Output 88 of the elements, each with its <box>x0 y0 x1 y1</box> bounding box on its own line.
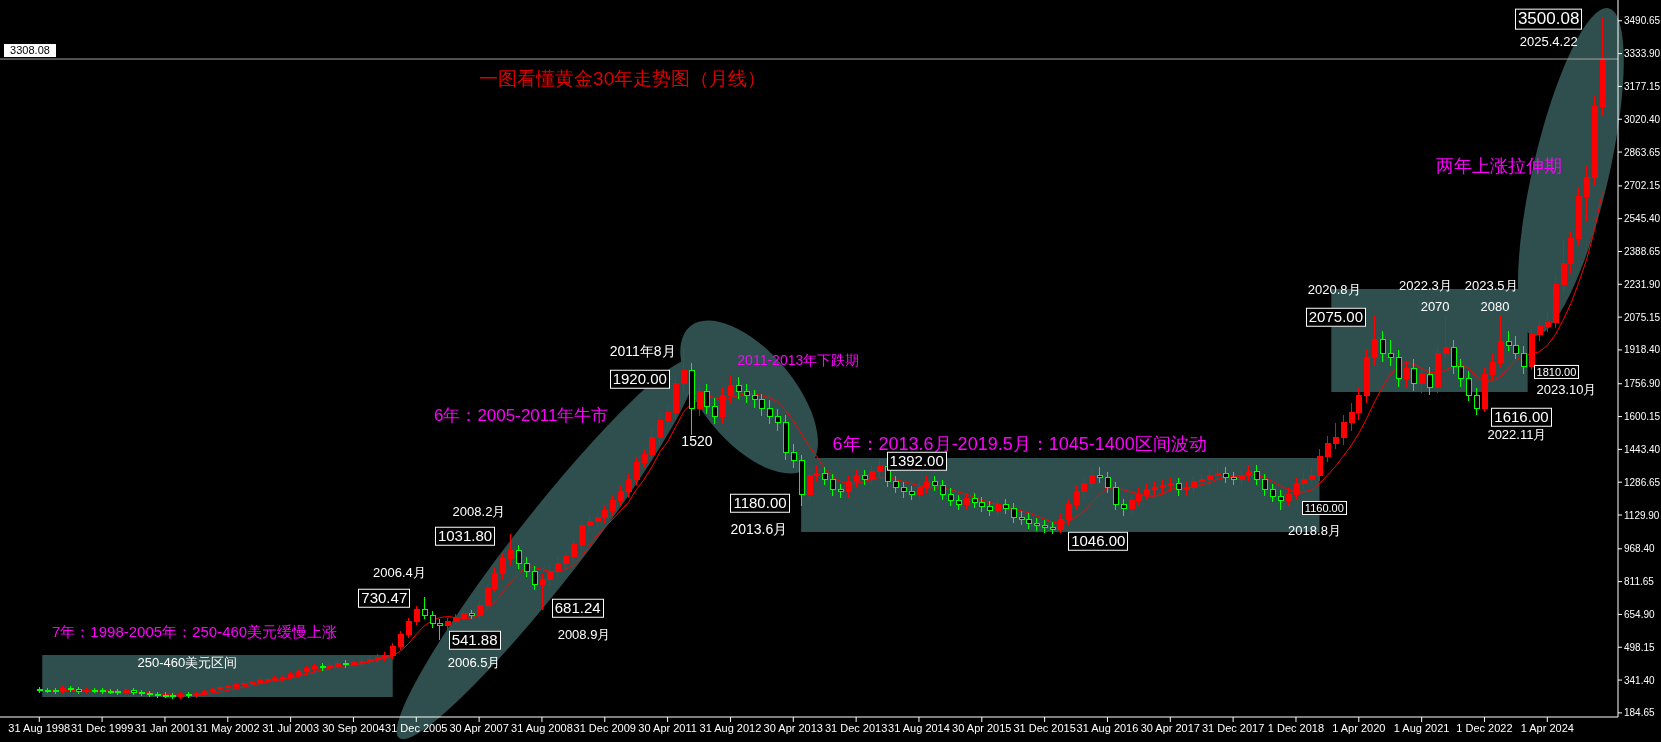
y-tick-label: 1443.40 <box>1624 443 1661 455</box>
x-tick-label: 30 Apr 2017 <box>1140 721 1200 734</box>
y-tick-label: 1918.40 <box>1624 344 1661 356</box>
x-tick-label: 31 Jul 2003 <box>262 721 320 734</box>
y-tick-label: 968.40 <box>1624 543 1656 555</box>
x-tick-label: 31 Aug 2016 <box>1076 721 1139 734</box>
ref-line-label: 3308.08 <box>10 44 50 57</box>
x-tick-label: 31 May 2002 <box>195 721 260 734</box>
x-tick-label: 31 Jan 2001 <box>134 721 196 734</box>
y-tick-label: 2231.90 <box>1624 278 1661 290</box>
candlestick <box>1403 360 1410 388</box>
annotation: 2008.9月 <box>557 626 611 643</box>
y-tick-label: 2863.65 <box>1624 146 1661 158</box>
annotation: 2023.10月 <box>1536 381 1597 398</box>
x-tick-label: 31 Dec 2017 <box>1201 721 1265 734</box>
annotation: 2013.6月 <box>730 521 788 538</box>
annotation: 2018.8月 <box>1288 522 1341 539</box>
annotation: 2011-2013年下跌期 <box>737 352 860 369</box>
annotation: 3500.08 <box>1514 8 1583 30</box>
y-tick-label: 184.65 <box>1624 707 1656 719</box>
x-tick-label: 31 Aug 1998 <box>8 721 71 734</box>
annotation: 681.24 <box>551 598 604 618</box>
annotation: 7年：1998-2005年：250-460美元缓慢上涨 <box>52 622 338 641</box>
x-tick-label: 31 Dec 2013 <box>824 721 888 734</box>
annotation: 2025.4.22 <box>1519 33 1578 50</box>
candlestick <box>1418 366 1425 394</box>
annotation: 1031.80 <box>434 526 496 546</box>
y-tick-label: 1286.65 <box>1624 476 1661 488</box>
x-tick-label: 1 Apr 2020 <box>1332 721 1386 734</box>
annotation: 1160.00 <box>1301 500 1347 516</box>
annotation: 730.47 <box>358 588 411 608</box>
annotation: 1920.00 <box>609 369 670 389</box>
x-tick-label: 1 Aug 2021 <box>1393 721 1450 734</box>
y-tick-label: 1129.90 <box>1624 509 1660 521</box>
annotation: 1046.00 <box>1068 531 1129 551</box>
annotation: 2022.3月 <box>1399 277 1452 294</box>
x-tick-label: 31 Dec 2005 <box>385 721 448 734</box>
y-tick-label: 811.65 <box>1624 576 1655 588</box>
y-tick-label: 1600.15 <box>1624 411 1661 423</box>
x-tick-label: 31 Dec 1999 <box>70 721 134 734</box>
x-tick-label: 1 Dec 2018 <box>1267 721 1325 734</box>
annotation: 1392.00 <box>886 451 947 471</box>
y-tick-label: 2545.40 <box>1624 213 1661 225</box>
x-tick-label: 1 Dec 2022 <box>1456 721 1513 734</box>
x-tick-label: 30 Apr 2013 <box>763 721 823 734</box>
text: 一图看懂黄金30年走势图（月线） <box>479 67 767 91</box>
annotation: 2022.11月 <box>1487 426 1547 443</box>
x-tick-label: 1 Apr 2024 <box>1520 721 1574 734</box>
y-tick-label: 2702.15 <box>1624 180 1661 192</box>
annotation: 6年：2005-2011年牛市 <box>433 405 609 426</box>
y-tick-label: 2388.65 <box>1624 246 1661 258</box>
y-tick-label: 3177.15 <box>1624 80 1661 92</box>
candlestick <box>696 383 703 417</box>
x-tick-label: 31 Dec 2009 <box>573 721 636 734</box>
annotation: 1520 <box>681 433 713 450</box>
y-tick-label: 498.15 <box>1624 641 1656 653</box>
x-tick-label: 31 Aug 2012 <box>699 721 762 734</box>
annotation: 2006.5月 <box>447 654 501 671</box>
annotation: 1810.00 <box>1533 364 1580 380</box>
x-tick-label: 30 Sep 2004 <box>322 721 385 734</box>
y-tick-label: 3490.65 <box>1624 15 1661 27</box>
x-tick-label: 30 Apr 2015 <box>952 721 1012 734</box>
annotation: 541.88 <box>448 630 501 650</box>
annotation: 两年上涨拉伸期 <box>1436 156 1563 177</box>
y-tick-label: 2075.15 <box>1624 311 1661 323</box>
annotation: 2075.00 <box>1305 307 1367 327</box>
candlestick <box>1426 366 1433 396</box>
x-tick-label: 31 Dec 2015 <box>1013 721 1076 734</box>
annotation: 250-460美元区间 <box>137 654 238 671</box>
x-tick-label: 30 Apr 2011 <box>638 721 697 734</box>
y-tick-label: 3020.40 <box>1624 113 1661 125</box>
annotation: 2080 <box>1480 298 1510 315</box>
y-tick-label: 1756.90 <box>1624 378 1661 390</box>
x-tick-label: 30 Apr 2007 <box>449 721 509 734</box>
annotation: 2020.8月 <box>1307 281 1361 298</box>
annotation: 2008.2月 <box>452 503 506 520</box>
annotation: 2023.5月 <box>1464 277 1518 294</box>
annotation: 2006.4月 <box>373 564 426 581</box>
annotation: 1180.00 <box>730 493 790 513</box>
y-tick-label: 654.90 <box>1624 608 1656 620</box>
y-tick-label: 341.40 <box>1624 674 1656 686</box>
x-tick-label: 31 Aug 2014 <box>888 721 950 734</box>
y-tick-label: 3333.90 <box>1624 48 1661 60</box>
candlestick <box>1410 358 1417 392</box>
x-tick-label: 31 Aug 2008 <box>511 721 573 734</box>
annotation: 2011年8月 <box>609 343 676 360</box>
annotation: 2070 <box>1420 298 1450 315</box>
annotation: 1616.00 <box>1491 407 1552 427</box>
